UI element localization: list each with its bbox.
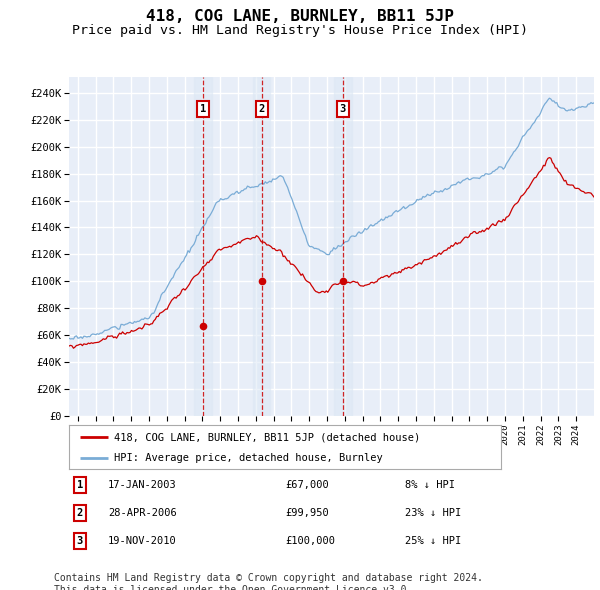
Text: 418, COG LANE, BURNLEY, BB11 5JP (detached house): 418, COG LANE, BURNLEY, BB11 5JP (detach… xyxy=(115,432,421,442)
Bar xyxy=(194,77,212,416)
Bar xyxy=(253,77,271,416)
Text: Price paid vs. HM Land Registry's House Price Index (HPI): Price paid vs. HM Land Registry's House … xyxy=(72,24,528,37)
Text: 8% ↓ HPI: 8% ↓ HPI xyxy=(405,480,455,490)
Text: 2: 2 xyxy=(77,508,83,517)
Text: 1: 1 xyxy=(200,104,206,114)
Text: 25% ↓ HPI: 25% ↓ HPI xyxy=(405,536,461,546)
Text: 28-APR-2006: 28-APR-2006 xyxy=(108,508,177,517)
Text: Contains HM Land Registry data © Crown copyright and database right 2024.
This d: Contains HM Land Registry data © Crown c… xyxy=(54,573,483,590)
Text: 17-JAN-2003: 17-JAN-2003 xyxy=(108,480,177,490)
Text: £100,000: £100,000 xyxy=(285,536,335,546)
Text: £67,000: £67,000 xyxy=(285,480,329,490)
Text: 3: 3 xyxy=(340,104,346,114)
Text: 2: 2 xyxy=(259,104,265,114)
Text: HPI: Average price, detached house, Burnley: HPI: Average price, detached house, Burn… xyxy=(115,453,383,463)
Text: 3: 3 xyxy=(77,536,83,546)
Text: 19-NOV-2010: 19-NOV-2010 xyxy=(108,536,177,546)
Text: 1: 1 xyxy=(77,480,83,490)
Text: 23% ↓ HPI: 23% ↓ HPI xyxy=(405,508,461,517)
Bar xyxy=(334,77,352,416)
Text: £99,950: £99,950 xyxy=(285,508,329,517)
Text: 418, COG LANE, BURNLEY, BB11 5JP: 418, COG LANE, BURNLEY, BB11 5JP xyxy=(146,9,454,24)
